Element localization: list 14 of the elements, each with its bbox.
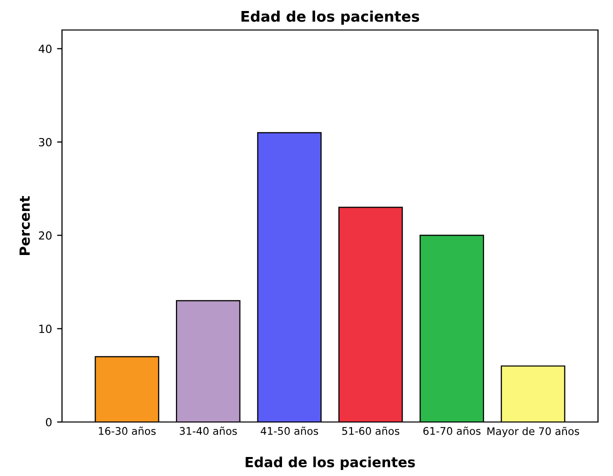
y-tick-label: 40 xyxy=(38,44,52,54)
x-tick-label: 31-40 años xyxy=(180,426,237,435)
x-tick-label: 41-50 años xyxy=(260,426,318,435)
x-tick-label: Mayor de 70 años xyxy=(487,426,580,438)
y-tick-label: 20 xyxy=(38,231,52,240)
chart-title: Edad de los pacientes xyxy=(242,10,420,25)
y-tick-label: 30 xyxy=(38,138,52,146)
x-tick-label: 61-70 años xyxy=(423,426,480,435)
x-tick-label: 51-60 años xyxy=(342,426,400,435)
y-tick-label: 0 xyxy=(46,418,52,426)
x-axis-title: Edad de los pacientes xyxy=(246,456,415,470)
y-axis-title: Percent xyxy=(20,196,30,256)
x-tick-label: 16-30 años xyxy=(98,426,156,435)
y-tick-label: 10 xyxy=(39,324,52,334)
